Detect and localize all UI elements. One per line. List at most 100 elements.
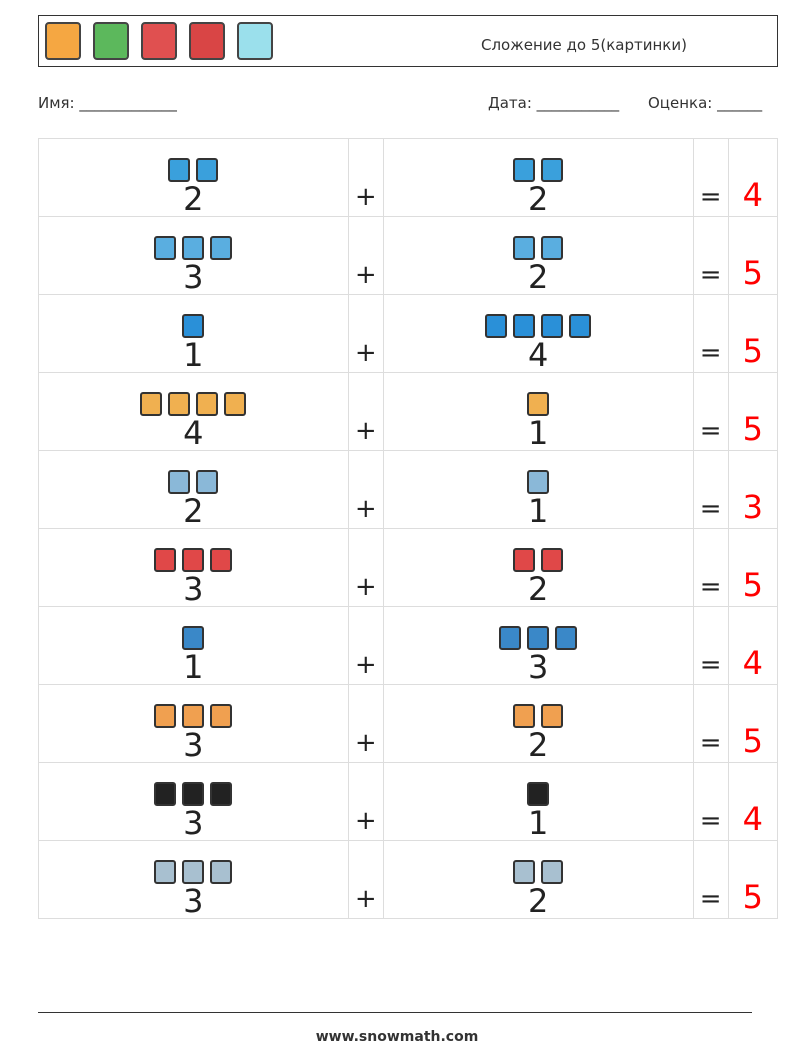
radiator-icon [168, 470, 191, 494]
coffee-machine-icon [513, 236, 536, 260]
addend: 1 [528, 414, 549, 452]
addend: 2 [528, 570, 549, 608]
bucket-icon [527, 782, 550, 806]
boot-icon [541, 860, 564, 884]
problem-row: 2 +1 = 3 [38, 450, 779, 530]
problem-row: 4 +1 = 5 [38, 372, 779, 452]
answer: 5 [742, 566, 764, 604]
bucket-icon [154, 782, 177, 806]
equals-sign: = [699, 884, 722, 914]
coffee-machine-icon [210, 236, 233, 260]
farmer-icon [140, 392, 163, 416]
farmer-icon [527, 392, 550, 416]
problem-row: 3 +1 = 4 [38, 762, 779, 842]
date-field: Дата: ___________ [488, 94, 620, 112]
addend: 1 [183, 648, 204, 686]
addend: 2 [528, 882, 549, 920]
answer: 4 [742, 176, 764, 214]
problems-table: 2 +2 = 4 3 +2 = 5 1 +4 = 5 4 +1 = 5 2 +1 = 3 3 +2 = 5 1 +3 = 4 3 +2 = 5… [38, 138, 779, 920]
coffee-machine-icon [541, 236, 564, 260]
oven-icon [541, 704, 564, 728]
equals-sign: = [699, 182, 722, 212]
problem-row: 3 +2 = 5 [38, 840, 779, 920]
robot-head-icon [168, 158, 191, 182]
problem-row: 3 +2 = 5 [38, 684, 779, 764]
worker-icon [555, 626, 578, 650]
radiator-icon [196, 470, 219, 494]
coffee-machine-icon [182, 236, 205, 260]
equals-sign: = [699, 572, 722, 602]
robot-icon [569, 314, 592, 338]
robot-icon [541, 314, 564, 338]
addend: 2 [528, 258, 549, 296]
robot-head-icon [513, 158, 536, 182]
addend: 1 [183, 336, 204, 374]
oven-icon [210, 704, 233, 728]
answer: 5 [742, 878, 764, 916]
robot-icon [485, 314, 508, 338]
robot-head-icon [541, 158, 564, 182]
addend: 2 [528, 180, 549, 218]
answer: 5 [742, 254, 764, 292]
problem-row: 3 +2 = 5 [38, 216, 779, 296]
lollipop-icon [210, 548, 233, 572]
addend: 3 [183, 570, 204, 608]
boot-icon [210, 860, 233, 884]
robot-icon [513, 314, 536, 338]
lollipop-icon [541, 548, 564, 572]
plus-sign: + [354, 182, 377, 212]
worker-icon [527, 626, 550, 650]
addend: 3 [183, 804, 204, 842]
addend: 1 [528, 492, 549, 530]
footer-link[interactable]: www.snowmath.com [315, 1029, 479, 1045]
worker-icon [499, 626, 522, 650]
bucket-icon [210, 782, 233, 806]
calendar-icon [93, 22, 129, 60]
lollipop-icon [154, 548, 177, 572]
radiator-icon [527, 470, 550, 494]
equals-sign: = [699, 416, 722, 446]
oven-icon [182, 704, 205, 728]
farmer-icon [196, 392, 219, 416]
answer: 5 [742, 722, 764, 760]
equals-sign: = [699, 806, 722, 836]
header: Сложение до 5(картинки) [38, 15, 778, 67]
addend: 4 [183, 414, 204, 452]
divider [38, 1012, 752, 1013]
plus-sign: + [354, 650, 377, 680]
candles-icon [141, 22, 177, 60]
house-icon [45, 22, 81, 60]
robot-head-icon [196, 158, 219, 182]
addend: 3 [183, 726, 204, 764]
problem-row: 3 +2 = 5 [38, 528, 779, 608]
name-field: Имя: _____________ [38, 94, 177, 112]
addend: 2 [183, 492, 204, 530]
oven-icon [154, 704, 177, 728]
grade-field: Оценка: ______ [648, 94, 763, 112]
addend: 4 [528, 336, 549, 374]
equals-sign: = [699, 494, 722, 524]
plus-sign: + [354, 494, 377, 524]
plus-sign: + [354, 416, 377, 446]
gift-icon [189, 22, 225, 60]
answer: 4 [742, 800, 764, 838]
answer: 5 [742, 410, 764, 448]
boot-icon [154, 860, 177, 884]
problem-row: 1 +3 = 4 [38, 606, 779, 686]
addend: 2 [183, 180, 204, 218]
answer: 3 [742, 488, 764, 526]
oven-icon [513, 704, 536, 728]
problem-row: 2 +2 = 4 [38, 138, 779, 218]
coffee-machine-icon [154, 236, 177, 260]
farmer-icon [224, 392, 247, 416]
plus-sign: + [354, 884, 377, 914]
plus-sign: + [354, 728, 377, 758]
page-title: Сложение до 5(картинки) [481, 36, 687, 54]
lollipop-icon [513, 548, 536, 572]
answer: 4 [742, 644, 764, 682]
lollipop-icon [182, 548, 205, 572]
equals-sign: = [699, 338, 722, 368]
addend: 3 [528, 648, 549, 686]
problem-row: 1 +4 = 5 [38, 294, 779, 374]
